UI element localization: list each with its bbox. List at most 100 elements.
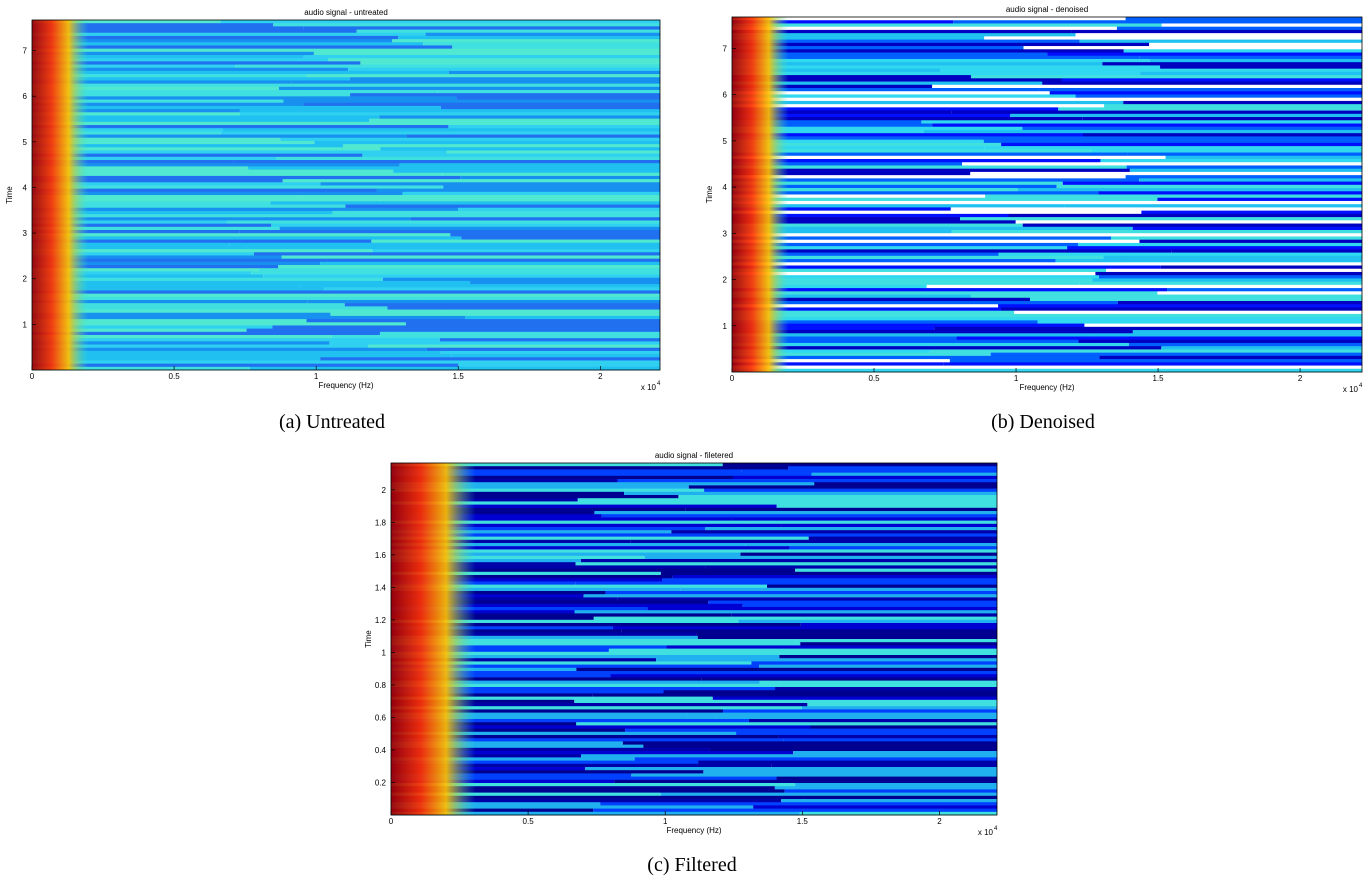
spectrogram-texture — [1047, 52, 1362, 57]
spectrogram-texture — [32, 169, 394, 174]
caption: (a) Untreated — [279, 411, 385, 433]
spectrogram-texture — [732, 68, 941, 73]
spectrogram-texture — [736, 731, 997, 736]
spectrogram-texture — [239, 230, 661, 234]
spectrogram-texture — [732, 188, 1018, 192]
spectrogram-texture — [622, 741, 997, 746]
spectrogram-texture — [391, 722, 577, 726]
spectrogram-texture — [32, 366, 250, 371]
spectrogram-texture — [391, 472, 812, 477]
spectrogram-texture — [1110, 236, 1362, 241]
spectrogram-texture — [344, 303, 660, 307]
spectrogram-texture — [371, 239, 660, 244]
spectrogram-texture — [32, 105, 441, 110]
spectrogram-texture — [391, 680, 760, 685]
spectrogram-texture — [391, 629, 622, 634]
spectrogram-texture — [391, 527, 706, 531]
spectrogram-texture — [303, 102, 660, 107]
spectrogram-texture — [391, 485, 689, 490]
spectrogram-texture — [391, 808, 594, 813]
spectrogram-texture — [940, 68, 1362, 73]
x-scale-base: x 10 — [1343, 385, 1359, 394]
spectrogram-texture — [605, 591, 997, 595]
spectrogram-texture — [660, 792, 997, 797]
spectrogram-texture — [732, 20, 954, 24]
x-tick-label: 0 — [389, 817, 394, 826]
spectrogram-texture — [32, 45, 453, 50]
spectrogram-texture — [391, 674, 611, 678]
spectrogram-texture — [759, 664, 997, 669]
spectrogram-texture — [439, 338, 660, 342]
spectrogram-texture — [732, 317, 1078, 321]
spectrogram-texture — [732, 49, 1124, 53]
spectrogram-texture — [732, 23, 1162, 28]
spectrogram-texture — [921, 120, 1362, 124]
spectrogram-texture — [391, 504, 777, 509]
spectrogram-texture — [391, 655, 780, 659]
spectrogram-texture — [732, 117, 1083, 121]
spectrogram-texture — [698, 760, 997, 765]
spectrogram-texture — [1055, 259, 1362, 263]
spectrogram-texture — [32, 261, 321, 266]
spectrogram-texture — [391, 530, 672, 534]
spectrogram-texture — [732, 146, 985, 150]
spectrogram-texture — [253, 252, 660, 256]
spectrogram-texture — [32, 86, 279, 91]
spectrogram-texture — [32, 277, 383, 282]
y-tick-label: 0.8 — [375, 681, 387, 690]
spectrogram-texture — [391, 597, 618, 602]
spectrogram-texture — [391, 555, 645, 560]
spectrogram-texture — [1127, 152, 1362, 157]
spectrogram-texture — [421, 296, 660, 301]
spectrogram-texture — [32, 83, 304, 88]
spectrogram-texture — [732, 339, 1079, 344]
spectrogram-texture — [576, 667, 997, 672]
spectrogram-texture — [32, 217, 411, 221]
spectrogram-texture — [391, 725, 811, 730]
spectrogram-texture — [1167, 288, 1362, 292]
spectrogram-texture — [732, 284, 927, 289]
spectrogram-texture — [732, 133, 1083, 137]
spectrogram-texture — [391, 735, 779, 739]
spectrogram-texture — [391, 607, 648, 611]
spectrogram-texture — [391, 507, 686, 512]
spectrogram-texture — [391, 594, 584, 598]
chart-title: audio signal - filetered — [655, 451, 733, 460]
plot-frame — [390, 462, 998, 816]
spectrogram-texture — [220, 20, 660, 24]
spectrogram-texture — [1098, 191, 1362, 195]
spectrogram-texture — [391, 613, 732, 618]
spectrogram-texture — [32, 220, 227, 225]
spectrogram-texture — [732, 204, 1065, 208]
spectrogram-texture — [732, 126, 1023, 131]
spectrogram-texture — [1064, 204, 1362, 208]
x-scale-exponent: 4 — [1359, 383, 1363, 389]
spectrogram-texture — [1095, 271, 1362, 276]
spectrogram-texture — [437, 90, 660, 94]
spectrogram-texture — [330, 293, 660, 298]
spectrogram-texture — [732, 336, 957, 341]
spectrogram-texture — [272, 325, 660, 330]
spectrogram-texture — [1075, 33, 1362, 37]
spectrogram-texture — [320, 261, 660, 266]
spectrogram-texture — [780, 683, 997, 688]
spectrogram-texture — [1123, 49, 1362, 53]
y-tick-label: 7 — [23, 47, 28, 56]
caption: (b) Denoised — [991, 411, 1095, 433]
x-axis-label: Frequency (Hz) — [1019, 383, 1074, 392]
spectrogram-texture — [426, 347, 660, 352]
spectrogram-texture — [391, 495, 679, 499]
spectrogram-texture — [732, 288, 1168, 292]
spectrogram-texture — [391, 744, 644, 749]
spectrogram-texture — [949, 359, 1362, 363]
spectrogram-texture — [32, 325, 273, 330]
y-tick-label: 2 — [382, 486, 387, 495]
y-tick-label: 2 — [723, 276, 728, 285]
spectrogram-texture — [1062, 181, 1362, 186]
spectrogram-texture — [1160, 65, 1362, 70]
spectrogram-texture — [391, 578, 663, 582]
spectrogram-texture — [391, 709, 724, 714]
spectrogram-texture — [732, 333, 1089, 337]
spectrogram-texture — [402, 191, 660, 196]
spectrogram-texture — [732, 365, 1116, 370]
